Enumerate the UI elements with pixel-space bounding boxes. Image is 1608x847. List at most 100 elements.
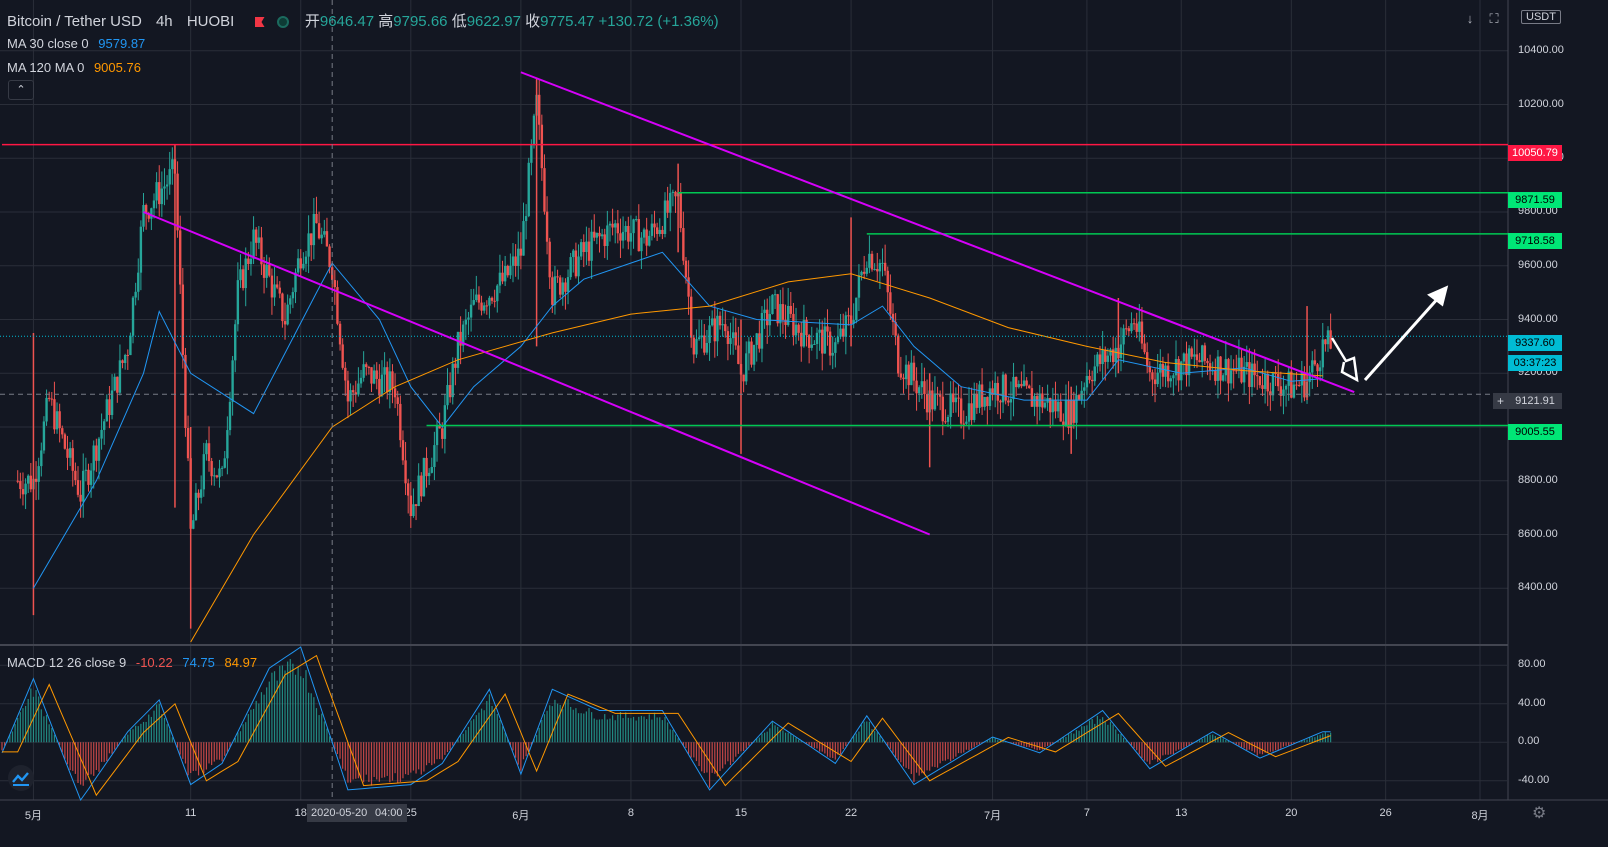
candle-body <box>844 315 848 337</box>
candle-body <box>1111 349 1115 363</box>
candle-body <box>19 481 22 490</box>
candle-body <box>378 378 381 396</box>
candle-body <box>718 315 722 326</box>
market-status-icon <box>276 16 289 29</box>
candle-body <box>1030 388 1034 407</box>
candle-body <box>16 480 19 482</box>
candle-body <box>92 445 95 471</box>
tradingview-logo-icon[interactable] <box>8 765 34 791</box>
candle-body <box>24 483 27 495</box>
candle-body <box>1020 383 1023 387</box>
candle-body <box>207 443 211 462</box>
candle-body <box>79 494 82 502</box>
candle-body <box>603 234 606 246</box>
candle-body <box>105 399 109 422</box>
candle-body <box>430 467 433 473</box>
candle-body <box>1169 378 1172 382</box>
candle-body <box>797 324 800 333</box>
candle-body <box>1096 354 1099 367</box>
candle-body <box>970 403 973 420</box>
candle-body <box>186 428 190 459</box>
candle-body <box>522 221 525 256</box>
candle-body <box>477 294 481 303</box>
candle-body <box>1229 370 1233 384</box>
candle-body <box>351 390 355 393</box>
candle-body <box>380 374 384 396</box>
candle-body <box>95 445 98 461</box>
candle-body <box>889 292 892 314</box>
candle-body <box>103 421 106 430</box>
candle-body <box>296 258 300 273</box>
candle-body <box>1326 330 1330 345</box>
candle-body <box>68 448 72 458</box>
candle-body <box>482 305 486 311</box>
candle-body <box>585 241 588 252</box>
candle-body <box>215 475 219 478</box>
candle-body <box>160 188 164 205</box>
candle-body <box>912 362 916 381</box>
candle-body <box>265 264 268 278</box>
candle-body <box>1174 358 1178 376</box>
candle-body <box>372 370 376 384</box>
fullscreen-icon[interactable]: ⛶ <box>1489 11 1499 26</box>
candle-body <box>236 280 240 325</box>
candle-body <box>113 376 116 391</box>
candle-body <box>606 225 609 246</box>
flag-icon[interactable] <box>254 17 265 28</box>
candle-body <box>199 489 203 498</box>
candle-body <box>763 309 766 314</box>
candle-body <box>171 159 174 170</box>
gear-icon[interactable]: ⚙ <box>1532 805 1547 822</box>
ma30-legend[interactable]: MA 30 close 0 9579.87 <box>7 36 145 51</box>
candle-body <box>257 237 261 243</box>
candle-body <box>425 457 428 477</box>
candle-body <box>674 191 677 197</box>
ma120-legend[interactable]: MA 120 MA 0 9005.76 <box>7 60 141 75</box>
candle-body <box>807 335 811 348</box>
candle-body <box>163 186 166 189</box>
candle-body <box>579 242 583 257</box>
candle-body <box>524 216 528 222</box>
candle-body <box>325 231 329 247</box>
candle-body <box>184 354 187 429</box>
candle-body <box>116 376 119 393</box>
up-arrow-annotation <box>1363 285 1449 381</box>
symbol-name[interactable]: Bitcoin / Tether USD <box>7 13 142 30</box>
currency-label[interactable]: USDT <box>1521 10 1561 24</box>
candle-body <box>1284 385 1288 390</box>
collapse-legend-button[interactable]: ⌃ <box>8 80 34 100</box>
crosshair-plus-icon[interactable]: + <box>1493 393 1508 409</box>
candle-body <box>420 475 423 497</box>
macd-legend[interactable]: MACD 12 26 close 9 -10.22 74.75 84.97 <box>7 655 257 670</box>
candle-body <box>773 294 777 296</box>
candle-body <box>1143 343 1146 353</box>
candle-body <box>682 228 685 261</box>
candle-body <box>1303 372 1306 398</box>
candle-body <box>1201 345 1204 363</box>
candle-body <box>745 353 748 382</box>
candle-body <box>422 457 426 497</box>
candle-body <box>679 192 682 229</box>
macd-line-value: 74.75 <box>182 655 215 670</box>
candle-body <box>642 229 646 238</box>
interval[interactable]: 4h <box>155 13 173 30</box>
candle-body <box>1206 360 1209 364</box>
candle-body <box>451 363 454 398</box>
macd-label: MACD 12 26 close 9 <box>7 655 127 670</box>
candle-body <box>454 363 457 368</box>
candle-body <box>933 393 937 410</box>
exchange: HUOBI <box>186 13 235 30</box>
high-value: 9795.66 <box>393 13 448 30</box>
candle-body <box>438 425 441 429</box>
time-tick-label: 5月 <box>24 810 42 822</box>
candle-body <box>165 184 169 187</box>
candle-body <box>210 461 213 477</box>
level-a-price-tag: 9871.59 <box>1508 192 1562 208</box>
arrow-down-icon[interactable]: ↓ <box>1466 11 1474 26</box>
low-value: 9622.97 <box>466 13 521 30</box>
candle-body <box>346 380 350 402</box>
candle-body <box>784 319 787 325</box>
candle-body <box>1227 359 1230 384</box>
candle-body <box>386 367 389 393</box>
